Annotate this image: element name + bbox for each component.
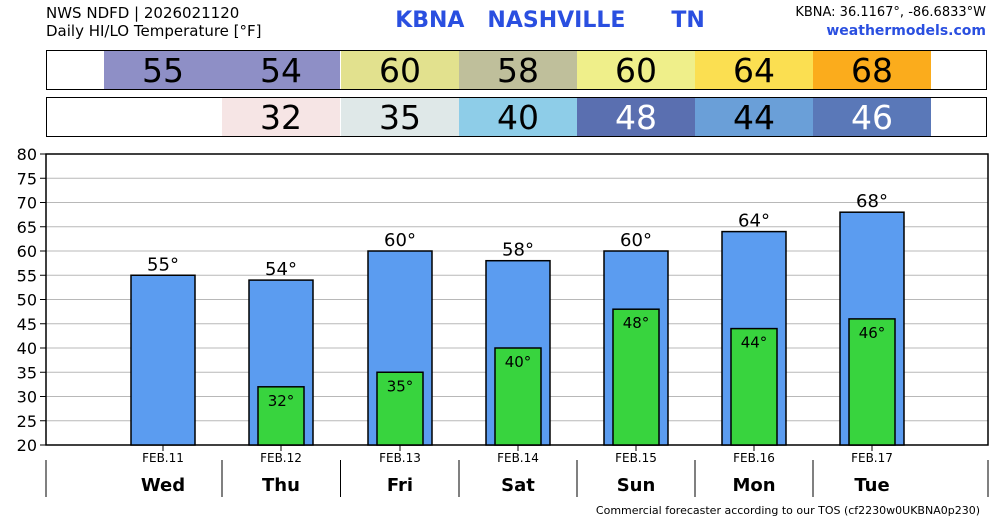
high-label: 58° [502,240,534,261]
x-day-label: Sun [617,475,656,496]
y-tick-label: 25 [17,412,37,431]
highs-cell: 64 [695,51,813,90]
y-tick-label: 55 [17,266,37,285]
highs-band: 55 54 60 58 60 64 68 [46,50,987,90]
y-tick-label: 50 [17,291,37,310]
lows-cell [104,98,222,136]
lows-cell: 44 [695,98,813,137]
footer-note: Commercial forecaster according to our T… [595,504,980,517]
highs-cell: 68 [813,51,931,90]
low-bar [612,308,660,446]
header-right: KBNA: 36.1167°, -86.6833°W weathermodels… [795,4,986,40]
high-label: 55° [147,254,179,275]
x-day-label: Fri [387,475,413,496]
high-label: 54° [265,259,297,280]
header-left: NWS NDFD | 2026021120 Daily HI/LO Temper… [46,4,262,40]
high-label: 68° [856,191,888,212]
highs-cell: 60 [577,51,695,90]
y-tick-label: 65 [17,218,37,237]
x-date-label: FEB.15 [615,451,657,465]
site-link[interactable]: weathermodels.com [826,23,986,39]
high-bar [130,274,196,446]
y-tick-label: 70 [17,194,37,213]
x-day-label: Sat [501,475,535,496]
highs-cell: 55 [104,51,222,90]
y-tick-label: 40 [17,339,37,358]
lows-cell: 48 [577,98,695,137]
highs-cell: 60 [341,51,459,90]
x-date-label: FEB.12 [260,451,302,465]
highs-cell: 58 [459,51,577,90]
highs-cell: 54 [222,51,340,90]
y-tick-label: 35 [17,363,37,382]
x-day-label: Thu [262,475,300,496]
x-date-label: FEB.13 [379,451,421,465]
x-date-label: FEB.11 [142,451,184,465]
lows-cell: 35 [341,98,459,137]
y-tick-label: 45 [17,315,37,334]
lows-band: 32 35 40 48 44 46 [46,97,987,137]
x-day-label: Mon [732,475,775,496]
x-date-label: FEB.17 [851,451,893,465]
y-tick-label: 30 [17,388,37,407]
station-title: KBNA NASHVILLE TN [395,8,705,33]
y-tick-label: 75 [17,169,37,188]
product-title: NWS NDFD | 2026021120 [46,4,240,22]
y-tick-label: 20 [17,436,37,455]
lows-cell: 46 [813,98,931,137]
low-label: 48° [623,314,650,332]
low-label: 40° [505,353,532,371]
y-tick-label: 80 [17,145,37,164]
lows-cell: 40 [459,98,577,137]
x-date-label: FEB.16 [733,451,775,465]
high-label: 64° [738,211,770,232]
low-label: 32° [268,392,295,410]
x-day-label: Tue [854,475,889,496]
low-bar [730,327,778,446]
low-label: 46° [859,324,886,342]
x-date-label: FEB.14 [497,451,539,465]
low-label: 35° [387,377,414,395]
low-bar [848,318,896,446]
lows-cell: 32 [222,98,340,137]
high-label: 60° [384,230,416,251]
low-label: 44° [741,334,768,352]
station-coords: KBNA: 36.1167°, -86.6833°W [795,5,986,20]
chart-subtitle: Daily HI/LO Temperature [°F] [46,22,262,40]
low-bar [376,371,424,446]
y-tick-label: 60 [17,242,37,261]
x-day-label: Wed [141,475,185,496]
high-label: 60° [620,230,652,251]
